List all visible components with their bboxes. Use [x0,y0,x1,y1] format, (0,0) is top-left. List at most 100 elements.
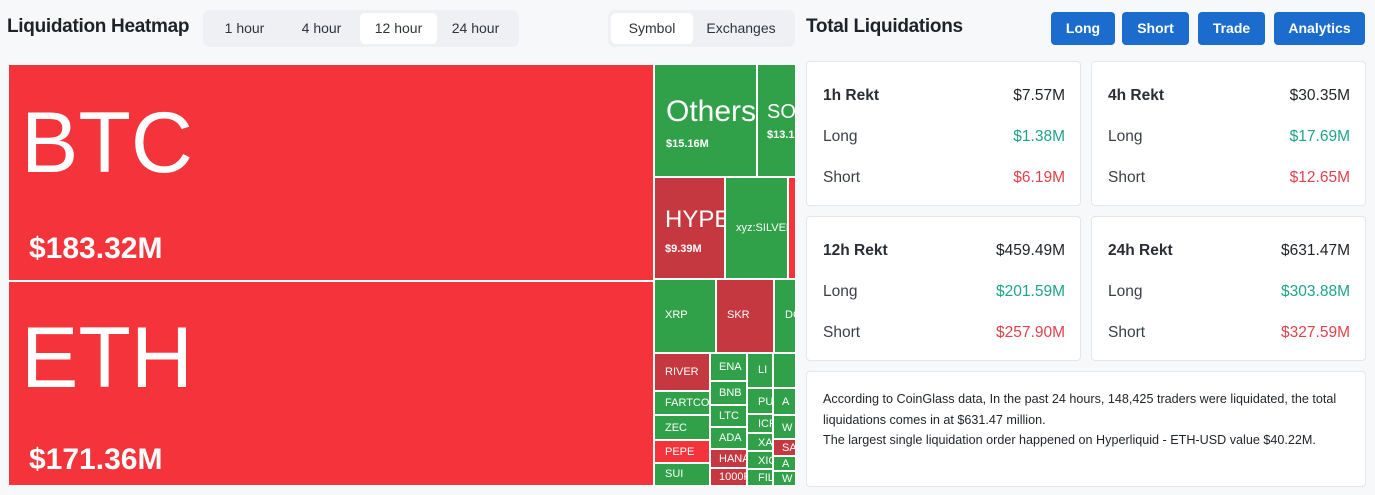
treemap-cell-ena[interactable]: ENA [710,353,747,381]
long-value: $1.38M [1013,128,1065,145]
treemap-cell-1000p[interactable]: 1000P [710,468,747,486]
cell-symbol: SA [782,442,796,454]
treemap-cell-sui[interactable]: SUI [654,463,710,486]
cell-symbol: SOL [767,101,796,123]
treemap-cell-btc[interactable]: BTC $183.32M [8,64,654,281]
card-total: $631.47M [1281,242,1350,259]
short-label: Short [823,169,861,186]
cell-symbol: A [782,458,790,470]
treemap-cell-zec[interactable]: ZEC [654,415,710,440]
cell-symbol: XIC [758,455,772,467]
treemap-cell-river[interactable]: RIVER [654,353,710,391]
short-value: $6.19M [1013,169,1065,186]
treemap-cell-pepe[interactable]: PEPE [654,440,710,463]
cell-symbol: XA [758,437,773,449]
cell-symbol: XRP [665,309,688,321]
cell-symbol: HYPE [665,206,725,233]
treemap-cell-bnb[interactable]: BNB [710,381,747,405]
treemap-cell-hana[interactable]: HANA [710,449,747,468]
heatmap-title: Liquidation Heatmap [7,16,190,37]
view-option-symbol[interactable]: Symbol [611,13,693,44]
treemap-cell-tiny-a[interactable] [773,353,796,388]
cell-symbol: ADA [719,432,742,444]
cell-symbol: W [782,473,793,485]
cell-symbol: LTC [719,410,739,422]
cell-value: $9.39M [665,243,702,255]
cell-symbol: ENA [719,361,742,373]
trade-button[interactable]: Trade [1198,12,1265,45]
treemap-cell-ada[interactable]: ADA [710,427,747,449]
treemap-cell-xa[interactable]: XA [747,433,773,451]
short-button[interactable]: Short [1122,12,1189,45]
cell-symbol: HANA [719,453,747,465]
treemap-cell-xyz-silver[interactable]: xyz:SILVER [725,177,788,279]
total-liquidations-title: Total Liquidations [806,16,963,37]
time-option-4h[interactable]: 4 hour [301,20,342,36]
treemap-cell-eth[interactable]: ETH $171.36M [8,281,654,486]
cell-symbol: SKR [727,309,750,321]
treemap-cell-xrp[interactable]: XRP [654,279,716,353]
cell-symbol: ICP [758,418,772,430]
cell-symbol: LI [758,364,768,376]
treemap-cell-skr[interactable]: SKR [716,279,774,353]
analytics-button[interactable]: Analytics [1274,12,1365,45]
cell-symbol: ETH [21,310,193,406]
view-option-exchanges[interactable]: Exchanges [706,20,776,36]
treemap-cell-ltc[interactable]: LTC [710,405,747,427]
treemap-cell-sa[interactable]: SA [773,439,796,456]
time-range-selector: 1 hour 4 hour 12 hour 24 hour [203,10,519,47]
long-label: Long [823,283,858,300]
long-label: Long [1108,283,1143,300]
cell-symbol: DOGE [785,309,795,321]
treemap-cell-a[interactable]: A [773,388,796,415]
cell-symbol: SUI [665,468,684,480]
time-option-24h[interactable]: 24 hour [451,20,500,36]
cell-value: $171.36M [29,443,163,476]
cell-value: $13.1 [767,129,795,141]
long-button[interactable]: Long [1051,12,1115,45]
cell-symbol: BTC [21,95,193,191]
treemap-cell-small[interactable] [788,177,796,279]
treemap-cell-a2[interactable]: A [773,456,796,471]
long-value: $201.59M [996,283,1065,300]
treemap-cell-doge[interactable]: DOGE [774,279,796,353]
cell-symbol: FIL [758,472,773,484]
card-label: 1h Rekt [823,87,879,104]
treemap-cell-w2[interactable]: W [773,471,796,486]
short-label: Short [823,324,861,341]
liquidation-summary: According to CoinGlass data, In the past… [806,371,1366,487]
cell-symbol: xyz:SILVER [736,222,787,234]
short-value: $327.59M [1281,324,1350,341]
rekt-card-12h: 12h Rekt $459.49M Long $201.59M Short $257.… [806,216,1081,361]
time-option-12h[interactable]: 12 hour [360,13,437,44]
time-option-1h[interactable]: 1 hour [224,20,265,36]
cell-symbol: 1000P [719,471,746,483]
short-label: Short [1108,169,1146,186]
liquidation-treemap: BTC $183.32M ETH $171.36M Others $15.16M… [8,64,796,486]
short-label: Short [1108,324,1146,341]
treemap-cell-sol[interactable]: SOL $13.1 [757,64,796,177]
treemap-cell-icp[interactable]: ICP [747,414,773,433]
long-label: Long [1108,128,1143,145]
treemap-cell-fartcoin[interactable]: FARTCOIN [654,391,710,415]
treemap-cell-others[interactable]: Others $15.16M [654,64,757,177]
treemap-cell-w[interactable]: W [773,415,796,439]
treemap-cell-fil[interactable]: FIL [747,469,773,486]
treemap-cell-hype[interactable]: HYPE $9.39M [654,177,725,279]
summary-line-1: According to CoinGlass data, In the past… [823,392,1337,427]
cell-symbol: BNB [719,387,742,399]
cell-symbol: PEPE [665,446,695,458]
view-selector: Symbol Exchanges [608,10,795,47]
treemap-cell-li[interactable]: LI [747,353,773,388]
cell-symbol: PU [758,396,773,408]
cell-symbol: ZEC [665,422,687,434]
cell-symbol: FARTCOIN [665,397,710,409]
card-label: 24h Rekt [1108,242,1173,259]
treemap-cell-pu[interactable]: PU [747,388,773,414]
card-total: $459.49M [996,242,1065,259]
short-value: $12.65M [1289,169,1350,186]
card-total: $30.35M [1289,87,1350,104]
long-value: $17.69M [1289,128,1350,145]
treemap-cell-xic[interactable]: XIC [747,451,773,469]
cell-symbol: W [782,422,793,434]
